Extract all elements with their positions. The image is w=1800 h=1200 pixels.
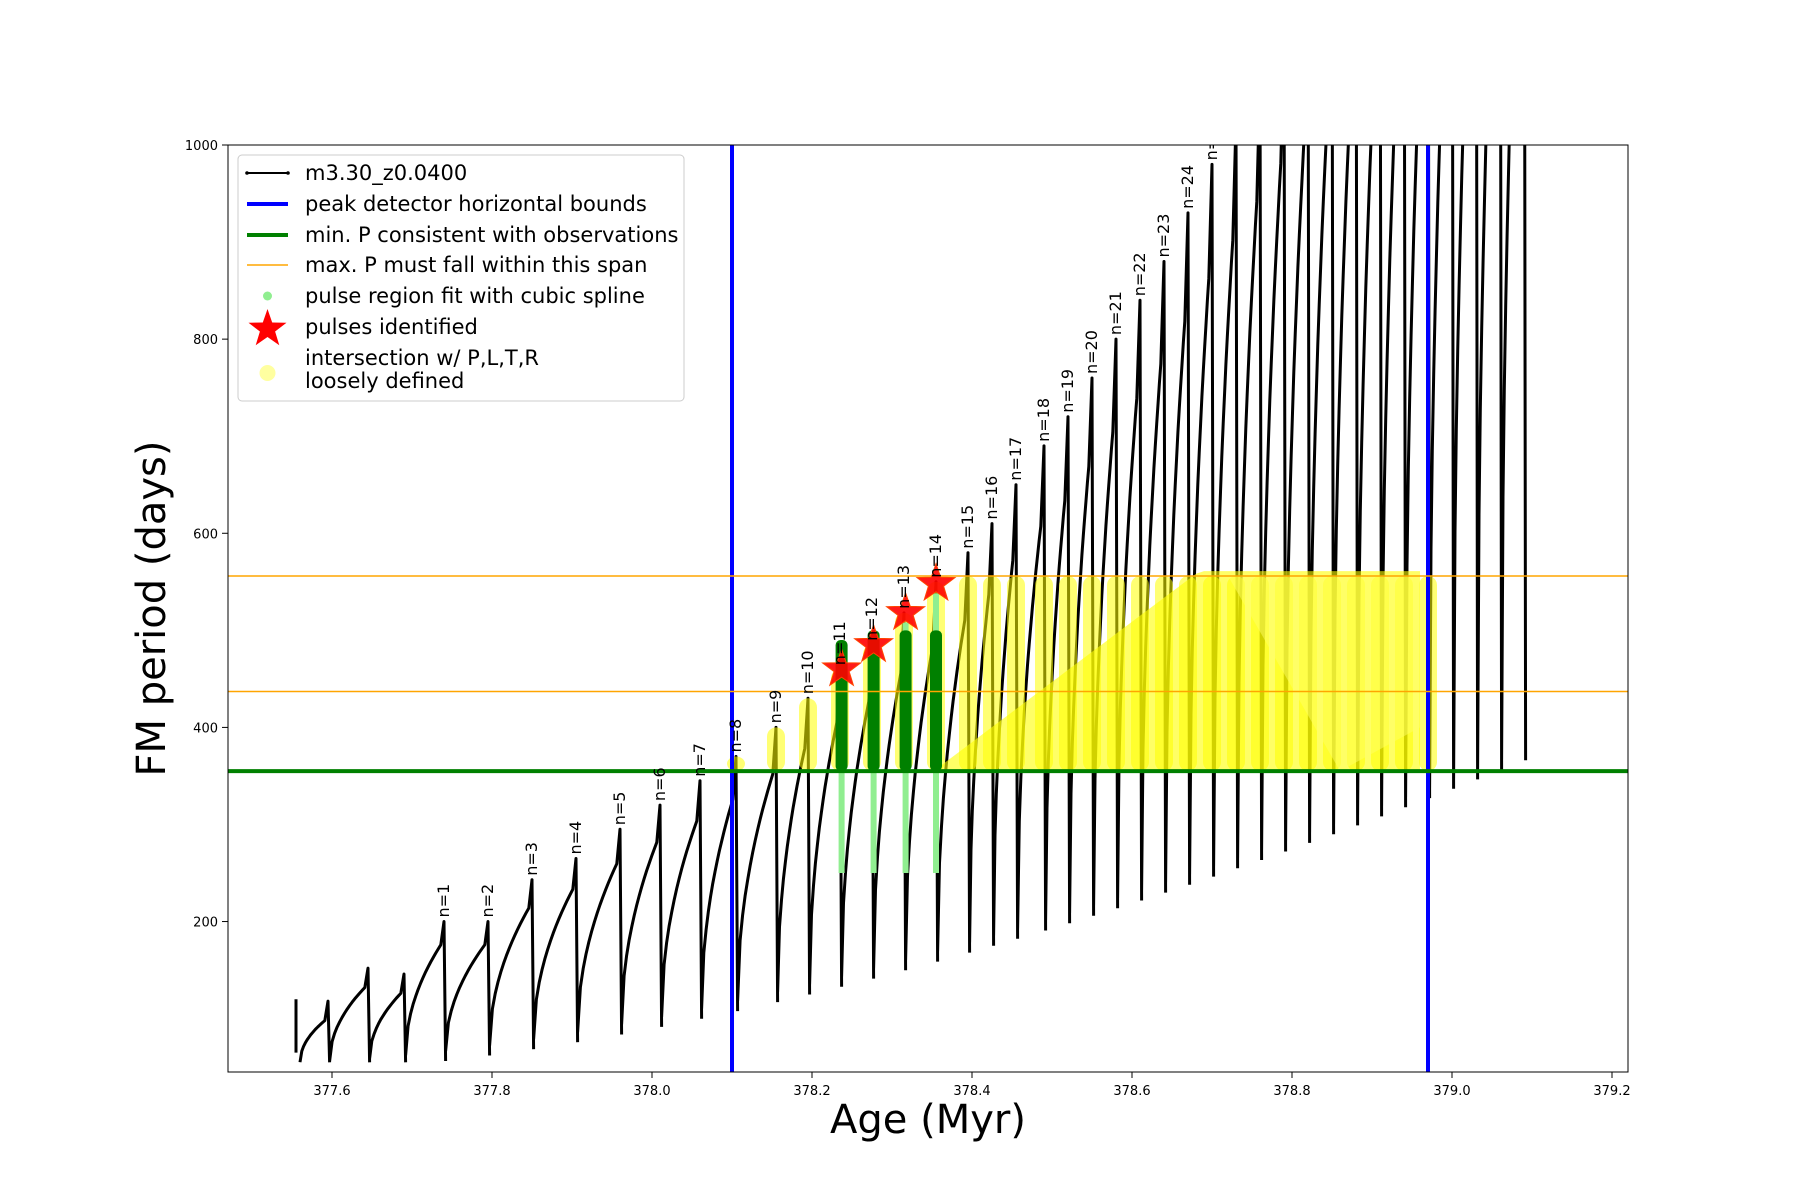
- pulse-label: n=1: [434, 884, 453, 918]
- x-tick-label: 377.8: [473, 1084, 510, 1099]
- pulse-star: [853, 623, 895, 663]
- pulse-label: n=5: [610, 792, 629, 826]
- axis-ticks: 377.6 377.8 378.0 378.2 378.4 378.6 378.8 379.0…: [185, 139, 1631, 1099]
- legend-handle: [259, 365, 276, 381]
- legend-label: loosely defined: [305, 369, 464, 393]
- pulse-label: n=24: [1178, 165, 1197, 209]
- pulse-star: [885, 591, 927, 631]
- pulse-label: n=3: [522, 842, 541, 876]
- pulse-label: n=6: [650, 767, 669, 801]
- x-tick-label: 379.2: [1593, 1084, 1630, 1099]
- pulse-star: [821, 647, 863, 687]
- intersection-blob: [983, 575, 1001, 772]
- x-tick-label: 378.2: [793, 1084, 830, 1099]
- legend-label: max. P must fall within this span: [305, 253, 647, 277]
- legend-handle-marker: [286, 171, 290, 175]
- pulse-label: n=23: [1154, 214, 1173, 258]
- spline-region: [838, 678, 845, 874]
- pulse-label: n=8: [726, 719, 745, 753]
- y-tick-label: 600: [193, 527, 218, 542]
- pulse-label: n=19: [1058, 369, 1077, 413]
- pulse-label: n=16: [982, 476, 1001, 520]
- legend-label: min. P consistent with observations: [305, 223, 678, 247]
- x-tick-label: 378.6: [1113, 1084, 1150, 1099]
- legend-label: peak detector horizontal bounds: [305, 192, 647, 216]
- pulse-label: n=10: [798, 650, 817, 694]
- x-tick-label: 377.6: [313, 1084, 350, 1099]
- pulse-label: n=17: [1006, 437, 1025, 481]
- pulse-label: n=9: [766, 690, 785, 724]
- x-tick-label: 379.0: [1433, 1084, 1470, 1099]
- x-axis-title: Age (Myr): [830, 1097, 1026, 1143]
- intersection-band-right: [1228, 575, 1420, 772]
- pulse-label: n=11: [830, 621, 849, 665]
- legend-label: m3.30_z0.0400: [305, 161, 467, 186]
- pulse-label: n=12: [862, 597, 881, 641]
- pulse-label: n=20: [1082, 330, 1101, 374]
- pulse-label: n=21: [1106, 291, 1125, 335]
- y-tick-label: 800: [193, 333, 218, 348]
- y-tick-label: 200: [193, 916, 218, 931]
- legend-label: pulse region fit with cubic spline: [305, 284, 645, 308]
- plot-area: n=1 n=2 n=3 n=4 n=5 n=6 n=7 n=8 n=9 n=10 n=11 n=12 n…: [228, 116, 1628, 1072]
- pulse-label: n=13: [894, 565, 913, 609]
- x-tick-label: 378.0: [633, 1084, 670, 1099]
- y-tick-label: 1000: [185, 139, 218, 154]
- x-tick-label: 378.4: [953, 1084, 990, 1099]
- spline-region-core: [930, 630, 942, 772]
- legend-handle: [263, 291, 272, 301]
- legend-handle: [248, 309, 287, 346]
- pulse-label: n=7: [690, 743, 709, 777]
- pulse-label: n=14: [926, 534, 945, 578]
- intersection-blob: [799, 698, 817, 772]
- y-tick-label: 400: [193, 721, 218, 736]
- pulse-label: n=25: [1202, 116, 1221, 160]
- spline-region-core: [867, 630, 880, 772]
- intersection-blob: [959, 575, 977, 772]
- pulse-label: n=4: [566, 821, 585, 855]
- legend-label: intersection w/ P,L,T,R: [305, 346, 539, 370]
- pulse-label: n=22: [1130, 252, 1149, 296]
- intersection-blob: [767, 727, 785, 772]
- intersection-blob: [727, 756, 745, 772]
- legend-label: pulses identified: [305, 315, 478, 339]
- y-axis-title: FM period (days): [129, 441, 175, 777]
- pulse-label: n=2: [478, 884, 497, 918]
- plot-frame: [227, 144, 1629, 1073]
- pulse-star: [915, 562, 957, 602]
- pulse-label: n=15: [958, 505, 977, 549]
- legend-box: [237, 154, 685, 402]
- pulse-label: n=18: [1034, 398, 1053, 442]
- legend-handle-marker: [245, 171, 249, 175]
- x-tick-label: 378.8: [1273, 1084, 1310, 1099]
- spline-region-core: [899, 630, 912, 772]
